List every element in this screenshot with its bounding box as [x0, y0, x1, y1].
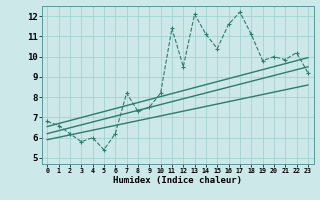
X-axis label: Humidex (Indice chaleur): Humidex (Indice chaleur) [113, 176, 242, 185]
